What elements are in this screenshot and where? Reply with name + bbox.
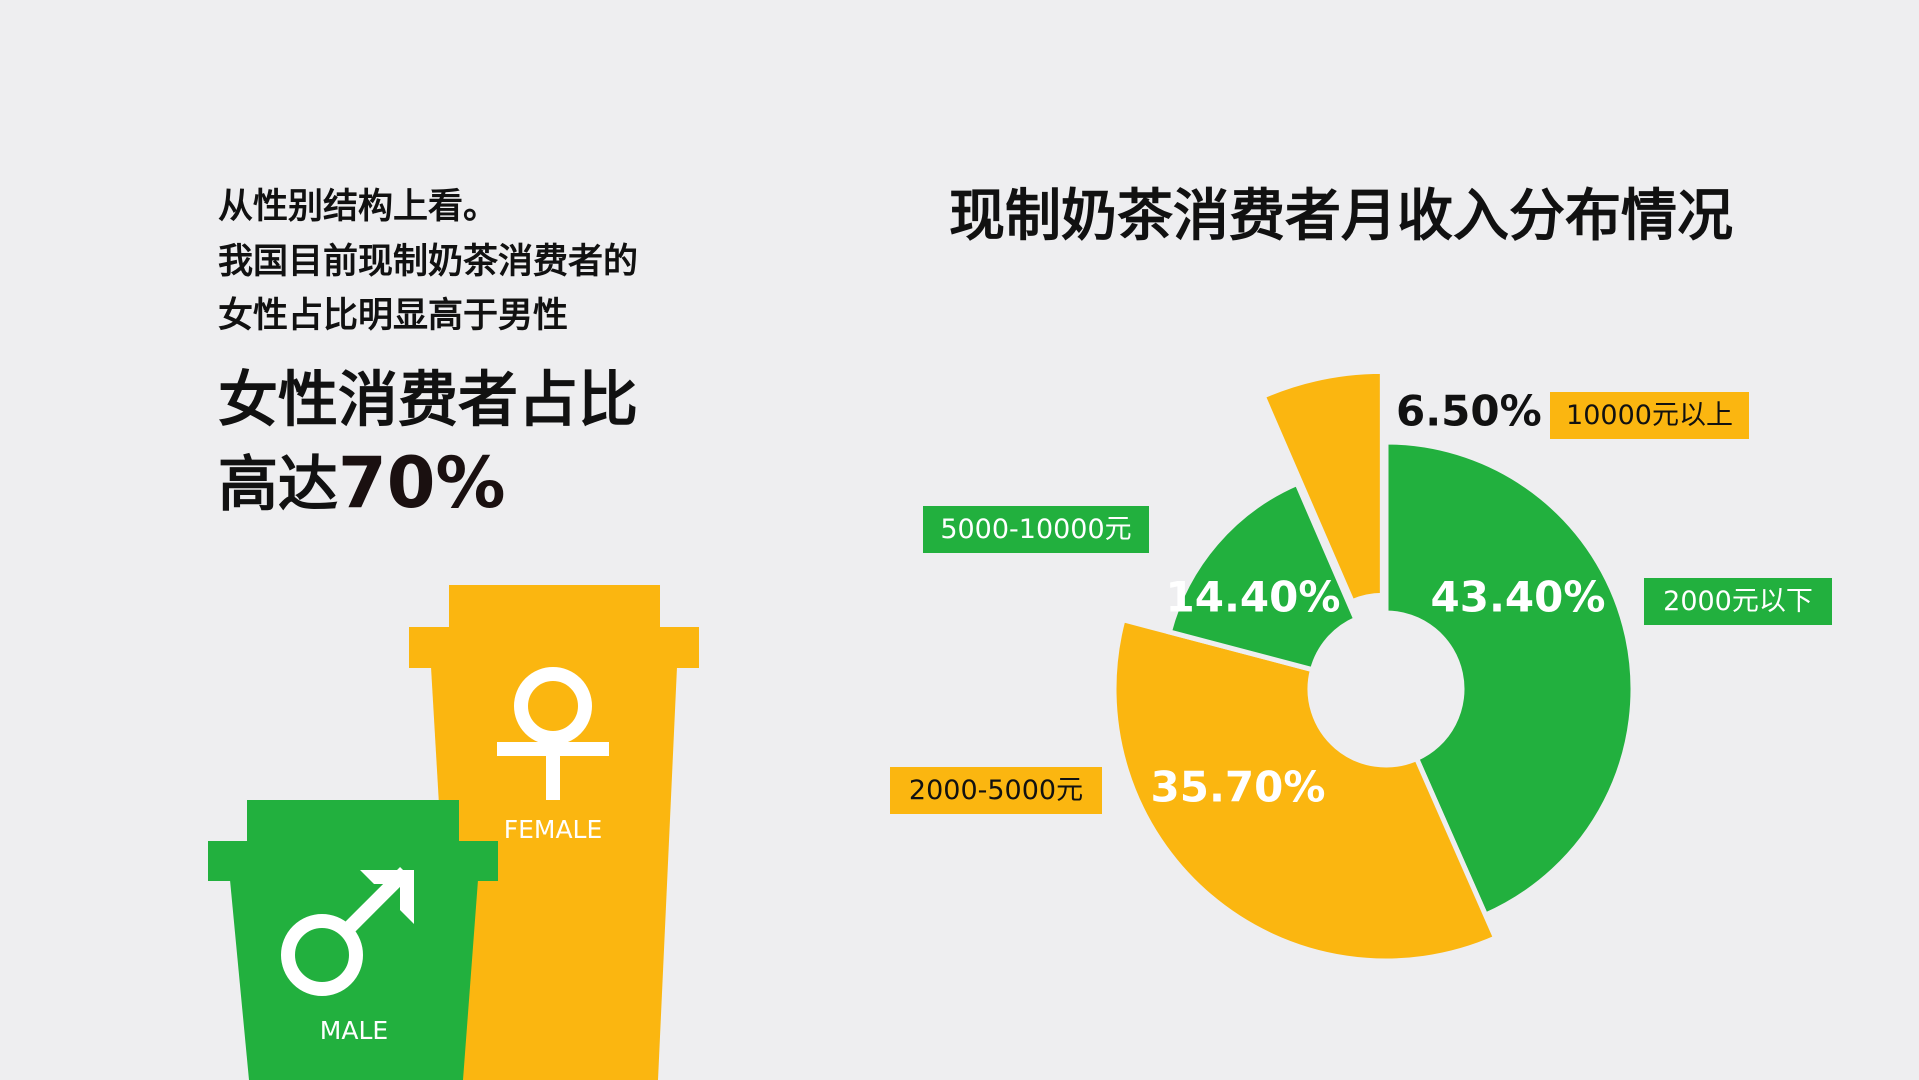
chart-title: 现制奶茶消费者月收入分布情况 [949, 184, 1733, 249]
category-label: 5000-10000元 [940, 514, 1131, 545]
category-label: 2000-5000元 [909, 775, 1083, 806]
highlight: 高达70% [218, 442, 506, 524]
cup-label: MALE [320, 1016, 388, 1045]
male-symbol [281, 914, 363, 996]
cup-body [431, 667, 677, 1080]
value-label: 35.70% [1151, 763, 1326, 812]
male-symbol [360, 870, 414, 924]
value-label: 6.50% [1396, 387, 1542, 436]
intro-line: 女性占比明显高于男性 [218, 295, 568, 336]
intro: 从性别结构上看。 我国目前现制奶茶消费者的 女性占比明显高于男性 女性消费者占比… [218, 187, 638, 524]
pie-slice [1383, 439, 1636, 919]
category-label: 10000元以上 [1566, 400, 1733, 431]
category-tag [923, 506, 1149, 553]
highlight: 女性消费者占比 [218, 366, 638, 436]
cup-label: FEMALE [504, 815, 603, 844]
category-tag [1644, 578, 1832, 625]
pie-slice [1166, 480, 1360, 673]
value-label: 14.40% [1166, 573, 1341, 622]
pie-slice [1111, 616, 1499, 964]
cup-lid-top [247, 800, 459, 842]
cup-lid-top [449, 585, 660, 628]
pie-chart: 43.40% 2000元以下 35.70% 2000-5000元 14.40% 5000-… [890, 368, 1832, 964]
category-label: 2000元以下 [1663, 586, 1813, 617]
intro-line: 从性别结构上看。 [218, 187, 498, 227]
highlight-value: 70% [338, 442, 506, 524]
female-cup: FEMALE [409, 585, 699, 1080]
cup-lid [208, 841, 498, 881]
male-cup: MALE [208, 800, 498, 1080]
cup-lid [409, 627, 699, 668]
pie-slice [1259, 368, 1385, 605]
value-label: 43.40% [1431, 573, 1606, 622]
highlight-prefix: 高达 [218, 450, 338, 520]
category-tag [890, 767, 1102, 814]
female-symbol [497, 742, 609, 756]
category-tag [1550, 392, 1749, 439]
intro-line: 我国目前现制奶茶消费者的 [218, 242, 638, 282]
